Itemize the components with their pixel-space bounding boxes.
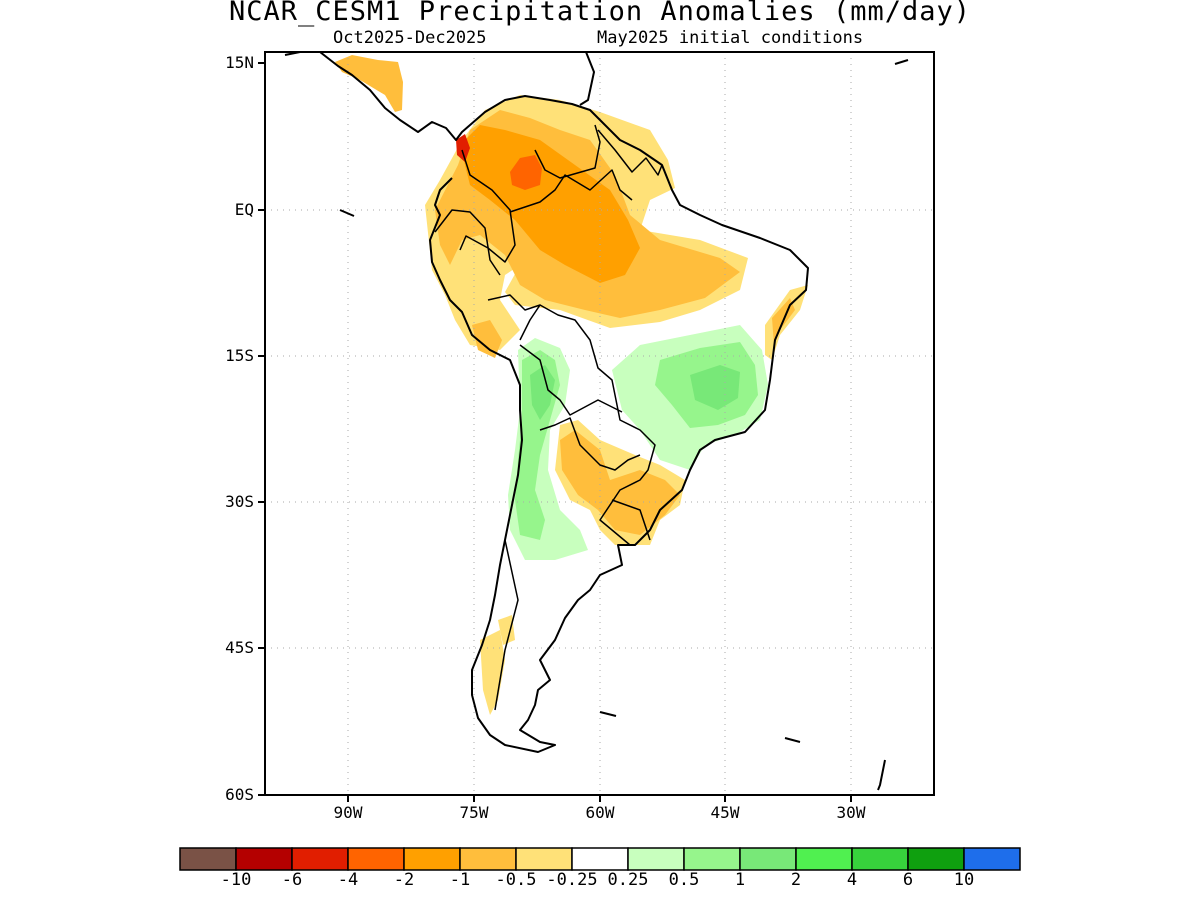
colorbar-label: -6 (281, 870, 303, 890)
colorbar-swatch (291, 847, 349, 871)
lon-label-60w: 60W (585, 803, 615, 822)
colorbar-swatches (179, 847, 1021, 871)
colorbar-label: 0.25 (607, 870, 649, 890)
map-title: NCAR_CESM1 Precipitation Anomalies (mm/d… (229, 0, 971, 27)
colorbar-label: 4 (846, 870, 858, 890)
axis-ticks (258, 62, 852, 802)
lat-label-60s: 60S (225, 785, 254, 804)
colorbar-swatch (571, 847, 629, 871)
anomaly-dry-very-strong-north (510, 155, 542, 190)
colorbar-swatch (963, 847, 1021, 871)
country-borders (434, 124, 663, 711)
colorbar-label: -4 (337, 870, 359, 890)
colorbar-label: 10 (953, 870, 975, 890)
lon-label-30w: 30W (836, 803, 866, 822)
colorbar-swatch (795, 847, 853, 871)
anomaly-dry-medium-south (560, 430, 680, 535)
colorbar-label: 2 (790, 870, 802, 890)
lon-label-90w: 90W (333, 803, 363, 822)
colorbar-label: -2 (393, 870, 415, 890)
colorbar-label: -0.5 (495, 870, 537, 890)
colorbar-swatch (235, 847, 293, 871)
anomaly-dry-patagonia-north (498, 615, 515, 645)
anomaly-wet-strong-andes (530, 365, 555, 420)
colorbar-label: -1 (449, 870, 471, 890)
anomaly-dry-strong-north (460, 125, 640, 283)
forecast-period: Oct2025-Dec2025 (333, 28, 487, 48)
lon-label-75w: 75W (459, 803, 489, 822)
colorbar-swatch (627, 847, 685, 871)
anomaly-shading (335, 55, 808, 715)
colorbar-swatch (851, 847, 909, 871)
lat-label-15n: 15N (225, 53, 254, 72)
colorbar-label: -0.25 (546, 870, 598, 890)
colorbar-swatch (459, 847, 517, 871)
colorbar-swatch (179, 847, 237, 871)
lat-label-15s: 15S (225, 346, 254, 365)
lat-label-eq: EQ (234, 200, 254, 219)
colorbar-label: 1 (734, 870, 746, 890)
colorbar-swatch (347, 847, 405, 871)
colorbar-swatch (403, 847, 461, 871)
initial-conditions: May2025 initial conditions (597, 28, 864, 48)
anomaly-dry-extreme-north (456, 134, 470, 162)
colorbar-swatch (907, 847, 965, 871)
lat-label-45s: 45S (225, 638, 254, 657)
anomaly-wet-strong-brazil (690, 365, 740, 410)
lat-label-30s: 30S (225, 492, 254, 511)
colorbar-swatch (515, 847, 573, 871)
anomaly-dry-central-america (335, 55, 403, 112)
colorbar-label: 0.5 (668, 870, 700, 890)
colorbar-label: -10 (220, 870, 252, 890)
colorbar-swatch (683, 847, 741, 871)
anomaly-dry-peru (472, 320, 502, 358)
anomaly-dry-patagonia (480, 630, 505, 715)
colorbar-label: 6 (902, 870, 914, 890)
lon-label-45w: 45W (710, 803, 740, 822)
colorbar-swatch (739, 847, 797, 871)
